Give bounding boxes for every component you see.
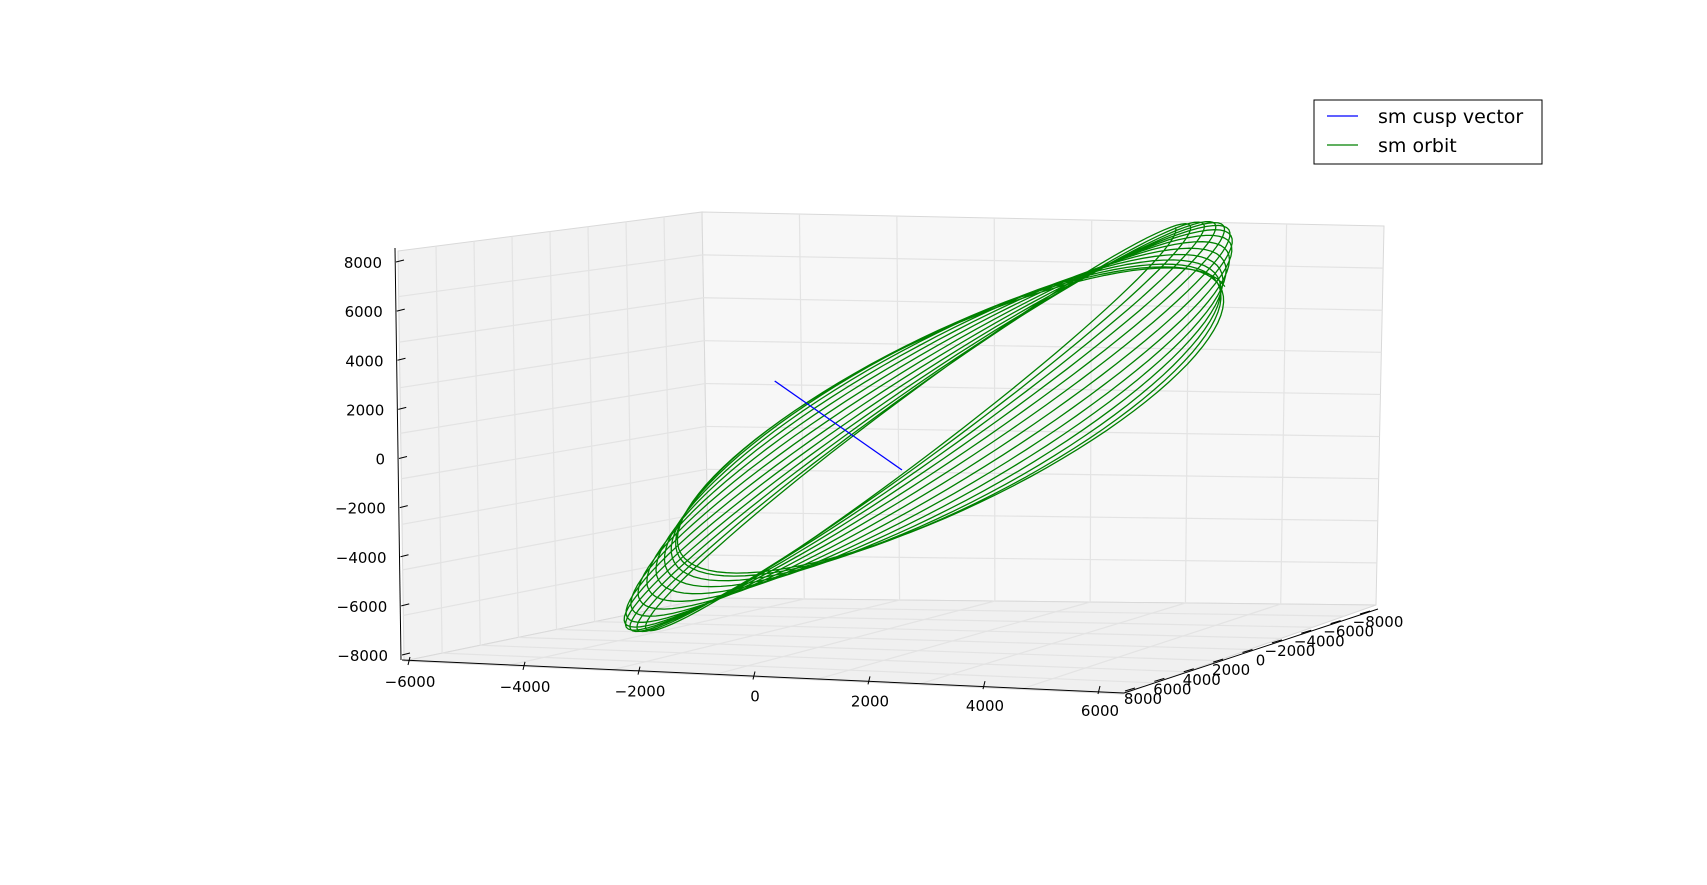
y-tick-label: −2000 bbox=[1265, 642, 1316, 660]
grid-line bbox=[703, 297, 1383, 311]
grid-line bbox=[993, 217, 996, 602]
axis-lines bbox=[394, 247, 1379, 694]
x-tick-label: 4000 bbox=[966, 697, 1004, 715]
grid-lines bbox=[398, 213, 1384, 690]
z-tick-mark bbox=[401, 603, 410, 607]
y-tick-mark bbox=[1330, 620, 1341, 625]
y-tick-mark bbox=[1212, 658, 1224, 663]
x-tick-label: −2000 bbox=[615, 683, 666, 701]
grid-line bbox=[594, 621, 1282, 639]
x-tick-label: 0 bbox=[750, 688, 760, 706]
x-tick-label: −4000 bbox=[500, 678, 551, 696]
z-tick-mark bbox=[399, 505, 408, 509]
z-tick-mark bbox=[398, 456, 408, 459]
grid-line bbox=[399, 297, 704, 343]
x-tick-mark bbox=[982, 681, 986, 690]
x-tick-label: −6000 bbox=[385, 673, 436, 691]
grid-line bbox=[587, 226, 596, 622]
z-tick-label: 4000 bbox=[345, 352, 383, 370]
legend-label-cusp: sm cusp vector bbox=[1378, 106, 1523, 128]
x-tick-mark bbox=[407, 656, 411, 666]
grid-line bbox=[704, 340, 1382, 353]
x-tick-mark bbox=[752, 671, 756, 680]
grid-line bbox=[442, 652, 1155, 684]
grid-line bbox=[625, 221, 634, 614]
x-tick-mark bbox=[522, 661, 526, 670]
z-tick-label: 2000 bbox=[346, 401, 384, 419]
y-tick-mark bbox=[1124, 687, 1136, 692]
grid-line bbox=[398, 254, 703, 298]
x-tick-label: 2000 bbox=[851, 692, 889, 710]
y-tick-label: −4000 bbox=[1294, 632, 1345, 650]
y-tick-mark bbox=[1183, 668, 1194, 673]
y-tick-mark bbox=[1154, 677, 1165, 682]
grid-line bbox=[707, 511, 1378, 522]
z-tick-mark bbox=[398, 406, 407, 410]
z-tick-label: −2000 bbox=[335, 500, 386, 518]
grid-line bbox=[1280, 223, 1288, 605]
grid-line bbox=[400, 382, 706, 434]
cusp-vector-line bbox=[774, 380, 903, 471]
z-axis-line bbox=[394, 247, 402, 661]
grid-line bbox=[1089, 219, 1093, 603]
x-tick-mark bbox=[637, 666, 641, 675]
grid-line bbox=[473, 241, 481, 646]
z-tick-label: 8000 bbox=[344, 254, 382, 272]
y-tick-label: 6000 bbox=[1153, 680, 1191, 698]
y-tick-mark bbox=[1301, 629, 1312, 634]
grid-line bbox=[401, 425, 706, 480]
series-sm-cusp-vector bbox=[774, 380, 903, 471]
y-axis-line bbox=[1123, 608, 1379, 694]
y-tick-label: 8000 bbox=[1124, 690, 1162, 708]
y-tick-label: 0 bbox=[1256, 652, 1266, 670]
grid-line bbox=[399, 340, 705, 389]
z-tick-mark bbox=[396, 308, 405, 312]
grid-line bbox=[549, 231, 558, 630]
grid-line bbox=[556, 628, 1250, 651]
grid-line bbox=[511, 236, 519, 638]
grid-line bbox=[705, 382, 1381, 396]
y-tick-label: 2000 bbox=[1212, 661, 1250, 679]
grid-line bbox=[706, 468, 1379, 480]
z-tick-label: −6000 bbox=[337, 598, 388, 616]
z-tick-mark bbox=[397, 357, 406, 361]
x-tick-label: 6000 bbox=[1081, 702, 1119, 720]
z-tick-label: −4000 bbox=[336, 549, 387, 567]
grid-line bbox=[670, 605, 1345, 617]
orbit-line bbox=[623, 220, 1233, 633]
z-tick-label: 6000 bbox=[345, 303, 383, 321]
legend: sm cusp vector sm orbit bbox=[1313, 99, 1543, 165]
grid-line bbox=[632, 613, 1313, 628]
y-tick-label: 4000 bbox=[1183, 671, 1221, 689]
grid-line bbox=[702, 254, 1384, 269]
z-tick-label: −8000 bbox=[337, 647, 388, 665]
z-tick-label: 0 bbox=[375, 451, 385, 469]
legend-frame bbox=[1313, 99, 1543, 165]
grid-line bbox=[518, 636, 1218, 662]
z-tick-mark bbox=[400, 554, 409, 558]
y-tick-label: −6000 bbox=[1323, 623, 1374, 641]
y-tick-mark bbox=[1242, 649, 1253, 653]
grid-line bbox=[401, 468, 707, 525]
x-axis-line bbox=[401, 659, 1125, 694]
tick-labels: 80006000400020000−2000−4000−6000−8000−60… bbox=[335, 254, 1403, 720]
grid-line bbox=[402, 511, 708, 571]
x-tick-mark bbox=[1097, 685, 1101, 695]
series-sm-orbit bbox=[623, 220, 1233, 633]
x-tick-mark bbox=[867, 676, 871, 685]
grid-line bbox=[435, 246, 443, 654]
z-tick-mark bbox=[395, 259, 405, 263]
z-tick-mark bbox=[401, 652, 411, 656]
grid-line bbox=[708, 554, 1377, 564]
legend-label-orbit: sm orbit bbox=[1378, 135, 1457, 157]
grid-line bbox=[1184, 221, 1190, 604]
y-tick-label: −8000 bbox=[1353, 613, 1404, 631]
grid-line bbox=[480, 644, 1187, 673]
y-tick-mark bbox=[1359, 610, 1371, 615]
y-tick-mark bbox=[1271, 639, 1283, 644]
